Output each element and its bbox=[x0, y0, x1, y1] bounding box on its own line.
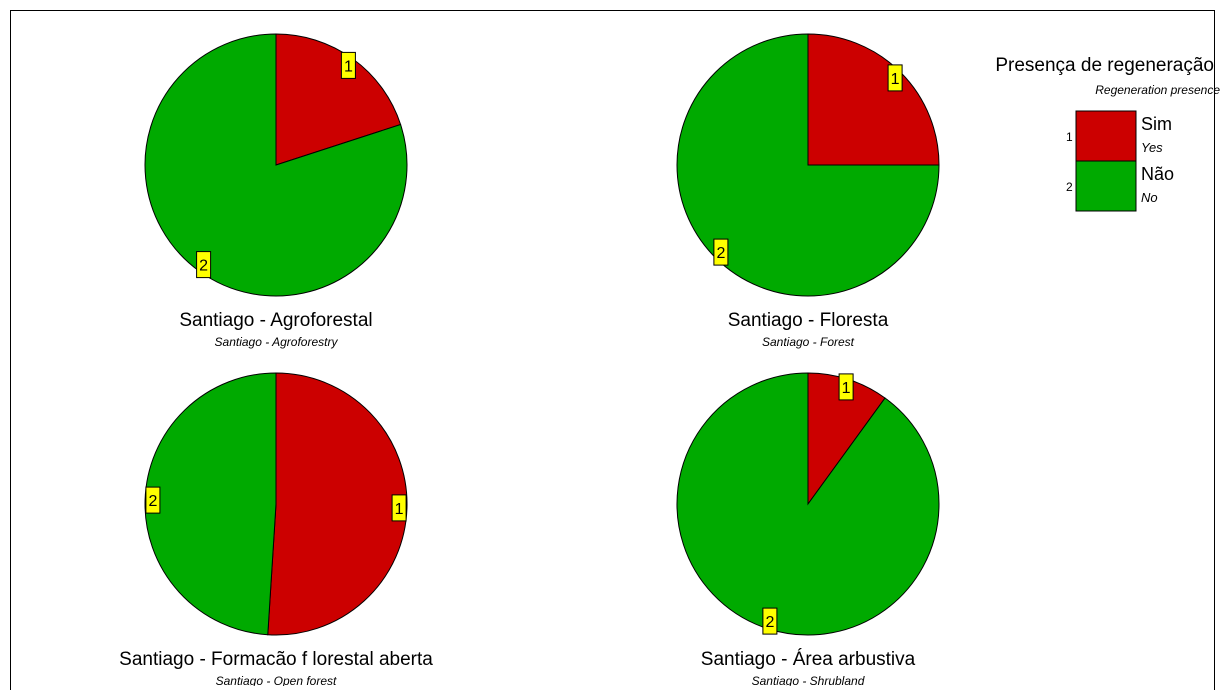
slice-label-box bbox=[838, 373, 854, 401]
pie-title: Santiago - Agroforestal bbox=[179, 310, 372, 331]
slice-label: 2 bbox=[765, 614, 774, 631]
pie-slice-2 bbox=[676, 372, 940, 636]
slice-label-box bbox=[762, 607, 778, 635]
pie-slice-1 bbox=[807, 33, 940, 166]
legend-code: 1 bbox=[1066, 130, 1073, 144]
pie-subtitle: Santiago - Shrubland bbox=[752, 674, 865, 686]
legend-code: 2 bbox=[1066, 180, 1073, 194]
pie-title: Santiago - Área arbustiva bbox=[701, 649, 916, 670]
slice-label: 2 bbox=[148, 493, 157, 510]
slice-label-box bbox=[196, 251, 212, 279]
legend: Presença de regeneração Regeneration pres… bbox=[995, 55, 1220, 212]
legend-item-2: 2 Não No bbox=[1066, 160, 1174, 212]
pie-chart-1: 1 2 Santiago - Agroforestal Santiago - Agro… bbox=[144, 33, 408, 349]
legend-title: Presença de regeneração bbox=[995, 55, 1214, 76]
slice-label-box bbox=[887, 64, 903, 92]
pie-subtitle: Santiago - Forest bbox=[762, 335, 855, 349]
legend-swatch bbox=[1075, 110, 1137, 162]
slice-label: 2 bbox=[199, 258, 208, 275]
pie-title: Santiago - Formacão f lorestal aberta bbox=[119, 649, 433, 670]
pie-chart-4: 1 2 Santiago - Área arbustiva Santiago - Sh… bbox=[676, 372, 940, 686]
pie-title: Santiago - Floresta bbox=[728, 310, 889, 331]
legend-translation: No bbox=[1141, 190, 1158, 205]
slice-label-box bbox=[391, 494, 407, 522]
pie-slice-1 bbox=[267, 372, 408, 636]
slice-label-box bbox=[713, 238, 729, 266]
slice-label: 2 bbox=[716, 245, 725, 262]
pie-chart-2: 1 2 Santiago - Floresta Santiago - Forest bbox=[676, 33, 940, 349]
legend-translation: Yes bbox=[1141, 140, 1163, 155]
slice-label: 1 bbox=[842, 380, 851, 397]
legend-label: Sim bbox=[1141, 114, 1172, 134]
slice-label-box bbox=[145, 486, 161, 514]
pie-chart-3: 1 2 Santiago - Formacão f lorestal aberta S… bbox=[119, 372, 433, 686]
legend-subtitle: Regeneration presence bbox=[1095, 83, 1220, 97]
pie-subtitle: Santiago - Agroforestry bbox=[215, 335, 339, 349]
legend-swatch bbox=[1075, 160, 1137, 212]
slice-label: 1 bbox=[344, 58, 353, 75]
slice-label: 1 bbox=[891, 71, 900, 88]
slice-label-box bbox=[340, 51, 356, 79]
pie-slice-2 bbox=[144, 372, 277, 636]
legend-item-1: 1 Sim Yes bbox=[1066, 110, 1172, 162]
slice-label: 1 bbox=[395, 501, 404, 518]
legend-label: Não bbox=[1141, 164, 1174, 184]
pie-subtitle: Santiago - Open forest bbox=[216, 674, 337, 686]
